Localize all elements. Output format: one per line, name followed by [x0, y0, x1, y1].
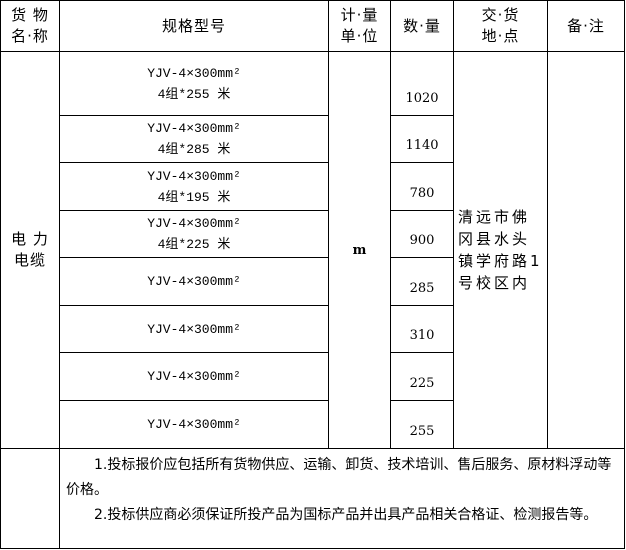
spec-model: YJV-4×300mm² [147, 274, 241, 289]
header-unit: 计·量 单·位 [328, 0, 391, 52]
qty-cell: 225 [390, 352, 454, 401]
spec-cell: YJV-4×300mm² [59, 352, 329, 401]
spec-detail: 4组*225 米 [157, 237, 231, 252]
spec-cell: YJV-4×300mm² 4组*255 米 [59, 51, 329, 116]
spec-cell: YJV-4×300mm² 4组*285 米 [59, 115, 329, 163]
header-qty: 数·量 [390, 0, 454, 52]
spec-cell: YJV-4×300mm² [59, 400, 329, 449]
remark-cell [547, 51, 625, 449]
spec-cell: YJV-4×300mm² 4组*225 米 [59, 210, 329, 258]
notes-label-cell [0, 448, 60, 549]
spec-model: YJV-4×300mm² [147, 216, 241, 231]
note-2: 2.投标供应商必须保证所投产品为国标产品并出具产品相关合格证、检测报告等。 [94, 507, 598, 523]
spec-model: YJV-4×300mm² [147, 369, 241, 384]
spec-model: YJV-4×300mm² [147, 168, 241, 184]
qty-cell: 1140 [390, 115, 454, 163]
spec-model: YJV-4×300mm² [147, 65, 241, 81]
spec-model: YJV-4×300mm² [147, 121, 241, 136]
qty-cell: 285 [390, 257, 454, 306]
notes-cell: 1.投标报价应包括所有货物供应、运输、卸货、技术培训、售后服务、原材料浮动等价格… [59, 448, 625, 549]
qty-cell: 780 [390, 162, 454, 211]
spec-detail: 4组*195 米 [157, 189, 231, 205]
spec-model: YJV-4×300mm² [147, 321, 241, 337]
qty-cell: 255 [390, 400, 454, 449]
qty-cell: 1020 [390, 51, 454, 116]
delivery-place-cell: 清远市佛冈县水头镇学府路1号校区内 [453, 51, 548, 449]
header-spec: 规格型号 [59, 0, 329, 52]
header-goods-name: 货 物名·称 [0, 0, 60, 52]
spec-model: YJV-4×300mm² [147, 417, 241, 432]
spec-cell: YJV-4×300mm² [59, 305, 329, 353]
spec-cell: YJV-4×300mm² 4组*195 米 [59, 162, 329, 211]
header-place: 交·货 地·点 [453, 0, 548, 52]
header-remark: 备·注 [547, 0, 625, 52]
spec-detail: 4组*285 米 [157, 142, 231, 157]
note-1: 1.投标报价应包括所有货物供应、运输、卸货、技术培训、售后服务、原材料浮动等价格… [66, 457, 612, 498]
unit-cell: m [328, 51, 391, 449]
qty-cell: 900 [390, 210, 454, 258]
qty-cell: 310 [390, 305, 454, 353]
goods-name-cell: 电 力电缆 [0, 51, 60, 449]
spec-cell: YJV-4×300mm² [59, 257, 329, 306]
spec-detail: 4组*255 米 [157, 86, 231, 102]
